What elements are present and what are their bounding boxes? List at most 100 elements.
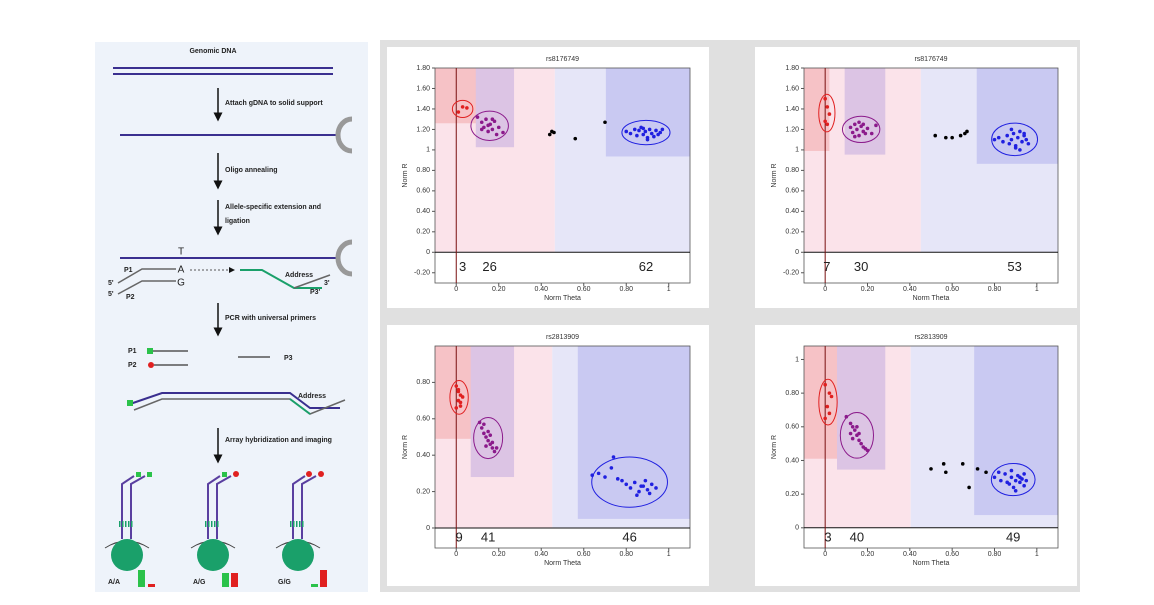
x-tick-label: 1 <box>667 286 671 293</box>
point <box>658 130 663 135</box>
point <box>496 125 501 130</box>
x-tick-label: 0.60 <box>945 286 959 293</box>
point <box>1013 478 1018 483</box>
y-tick-label: 0.80 <box>416 167 430 174</box>
genotype-zone <box>976 68 1058 164</box>
point <box>975 467 980 471</box>
y-tick-label: 0.80 <box>785 390 799 397</box>
cluster-count: 3 <box>459 259 466 274</box>
y-axis-label: Norm R <box>402 435 409 459</box>
point <box>494 446 499 450</box>
cluster-count: 9 <box>455 529 462 544</box>
cluster-count: 3 <box>824 529 831 544</box>
genotype-zone <box>475 68 515 148</box>
end-label: 3' <box>324 280 330 287</box>
point <box>637 128 641 133</box>
point <box>641 132 646 137</box>
y-tick-label: 1.60 <box>416 85 430 92</box>
point <box>645 487 650 492</box>
point <box>825 105 830 109</box>
step-label: Allele-specific extension and <box>225 204 321 211</box>
x-tick-label: 0.40 <box>903 551 917 558</box>
point <box>996 135 1001 140</box>
y-tick-label: 1.20 <box>416 126 430 133</box>
point <box>855 425 859 429</box>
plot-frame <box>803 345 1059 549</box>
point <box>944 470 948 475</box>
tag <box>127 400 133 406</box>
x-tick-label: 0.20 <box>492 551 506 558</box>
point <box>460 105 465 109</box>
y-tick-label: 1.40 <box>785 106 799 113</box>
allele-label: T <box>178 247 184 258</box>
y-tick-label: -0.20 <box>783 270 799 277</box>
point <box>863 131 868 136</box>
y-tick-label: 0.80 <box>416 379 430 386</box>
point <box>654 486 658 490</box>
point <box>639 484 643 488</box>
point <box>628 486 633 490</box>
point <box>933 133 938 138</box>
point <box>853 428 857 432</box>
y-tick-label: 0 <box>795 249 799 256</box>
point <box>1011 485 1016 490</box>
point <box>477 420 482 425</box>
primer-label: P1 <box>128 348 137 355</box>
y-tick-label: 0.60 <box>416 416 430 423</box>
point <box>1015 135 1020 140</box>
x-axis-label: Norm Theta <box>913 560 950 567</box>
point <box>853 122 857 127</box>
point <box>929 467 933 471</box>
point <box>643 478 648 483</box>
point <box>454 406 459 410</box>
allele-label: G <box>177 278 185 289</box>
point <box>823 96 827 101</box>
point <box>850 425 855 429</box>
step-label: ligation <box>225 218 250 225</box>
point <box>632 127 637 132</box>
x-tick-label: 0.60 <box>577 551 591 558</box>
point <box>1018 148 1022 152</box>
point <box>649 131 654 136</box>
point <box>652 134 656 139</box>
cluster-ellipse <box>991 122 1039 157</box>
address-label: Address <box>285 272 313 279</box>
point <box>490 446 495 450</box>
x-tick-label: 0.20 <box>492 286 506 293</box>
point <box>823 382 827 387</box>
probe <box>117 280 176 295</box>
point <box>484 117 488 121</box>
allele-label: A <box>178 265 185 276</box>
point <box>861 122 866 127</box>
point <box>660 127 665 132</box>
chart-title: rs2813909 <box>546 334 579 341</box>
point <box>857 431 861 436</box>
point <box>829 394 834 399</box>
primer-label: P3' <box>310 289 321 296</box>
cluster-ellipse <box>990 462 1036 497</box>
point <box>865 448 870 453</box>
genotype-zone <box>844 68 886 155</box>
x-tick-label: 0.40 <box>534 551 548 558</box>
point <box>984 470 988 475</box>
plot-frame <box>434 345 691 549</box>
point <box>848 125 853 130</box>
y-tick-label: 0 <box>426 525 430 532</box>
x-tick-label: 0 <box>454 286 458 293</box>
point <box>458 400 463 405</box>
point <box>1018 475 1022 480</box>
probe <box>117 268 176 284</box>
chart: rs8176749 -0.20 0 0.20 0.40 0.60 0.80 1 1.20 1.40… <box>755 47 1077 308</box>
x-tick-label: 0.80 <box>988 286 1002 293</box>
point <box>456 110 461 114</box>
y-tick-label: 0 <box>795 525 799 532</box>
point <box>486 123 490 128</box>
x-tick-label: 1 <box>1035 551 1039 558</box>
point <box>492 449 497 454</box>
point <box>1009 137 1014 142</box>
solid-support <box>335 116 353 154</box>
point <box>624 129 629 134</box>
point <box>823 119 827 124</box>
cluster-count: 30 <box>854 259 868 274</box>
point <box>547 132 552 137</box>
